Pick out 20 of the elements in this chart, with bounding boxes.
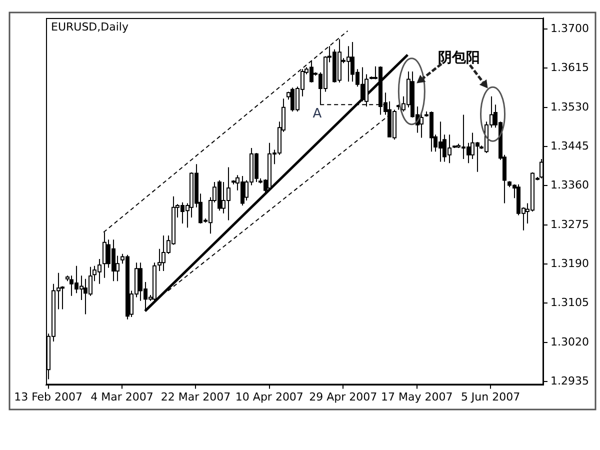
x-tick-label: 5 Jun 2007 [460,390,520,404]
annotation: A [312,106,322,122]
y-tick-label: 1.3445 [550,139,590,152]
y-tick-label: 1.3020 [550,335,590,348]
annotation: 阴包阳 [438,50,480,66]
y-tick-label: 1.3190 [550,256,590,270]
y-tick-label: 1.3700 [550,22,590,35]
y-tick-label: 1.3105 [550,296,590,310]
y-tick-label: 1.3530 [550,100,590,114]
y-tick-label: 1.3275 [550,218,590,231]
chart-title: EURUSD,Daily [51,20,129,34]
x-tick-label: 13 Feb 2007 [14,390,83,404]
y-tick-label: 1.2935 [550,374,590,388]
x-tick-label: 10 Apr 2007 [235,390,304,404]
y-tick-label: 1.3360 [550,178,590,192]
x-tick-label: 17 May 2007 [380,390,453,404]
x-tick-label: 22 Mar 2007 [160,390,231,404]
x-tick-label: 29 Apr 2007 [309,390,378,404]
y-tick-label: 1.3615 [550,61,590,74]
x-tick-label: 4 Mar 2007 [90,390,154,404]
